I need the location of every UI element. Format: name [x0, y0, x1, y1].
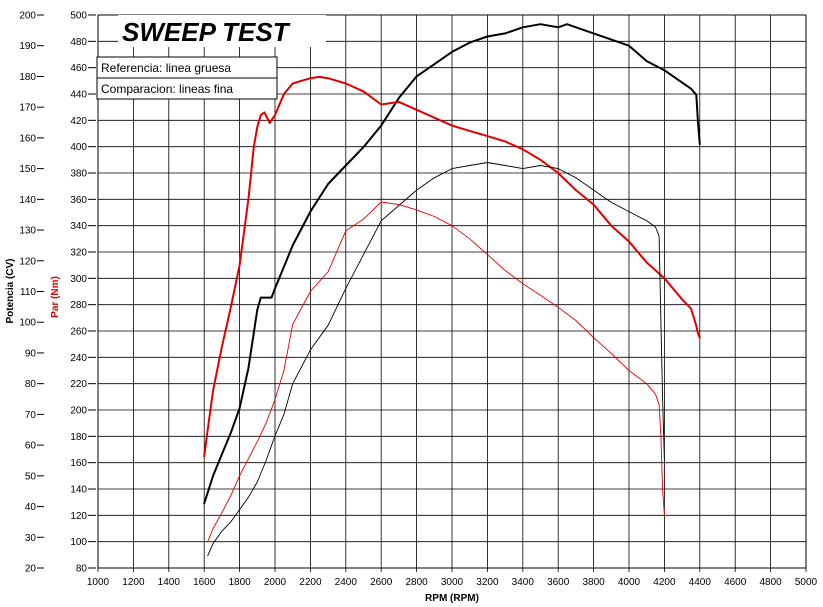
torque-tick-label: 480 [70, 37, 87, 48]
torque-tick-label: 400 [70, 142, 87, 153]
power-tick-label: 120 [19, 256, 36, 267]
torque-tick-label: 500 [70, 11, 87, 22]
torque-tick-label: 80 [76, 564, 88, 575]
power-tick-label: 90 [25, 348, 37, 359]
x-tick-label: 1400 [158, 577, 181, 588]
x-tick-label: 4200 [653, 577, 676, 588]
torque-tick-label: 460 [70, 63, 87, 74]
x-tick-label: 1000 [87, 577, 110, 588]
chart-title: SWEEP TEST [122, 17, 291, 47]
reference-torque-line [203, 75, 701, 458]
torque-tick-label: 180 [70, 432, 87, 443]
x-tick-label: 4400 [689, 577, 712, 588]
x-tick-label: 2000 [264, 577, 287, 588]
torque-tick-label: 420 [70, 116, 87, 127]
x-tick-label: 2600 [370, 577, 393, 588]
x-tick-label: 2200 [299, 577, 322, 588]
power-tick-label: 50 [25, 471, 37, 482]
power-tick-label: 180 [19, 72, 36, 83]
power-tick-label: 60 [25, 441, 37, 452]
power-tick-label: 110 [20, 287, 36, 298]
x-tick-label: 3200 [476, 577, 499, 588]
x-tick-label: 3000 [441, 577, 464, 588]
x-axis-ticks: 1000 1200 1400 1600 1800 2000 2200 2400 2600 2800… [87, 577, 818, 588]
x-tick-label: 2400 [335, 577, 358, 588]
comparison-power-line [207, 162, 665, 557]
torque-tick-label: 140 [70, 485, 87, 496]
legend-entry-reference: Referencia: linea gruesa [101, 61, 231, 75]
x-tick-label: 3800 [582, 577, 605, 588]
x-tick-label: 5000 [795, 577, 818, 588]
torque-tick-label: 340 [70, 221, 87, 232]
torque-tick-label: 240 [70, 353, 87, 364]
power-tick-label: 170 [19, 103, 36, 114]
power-tick-label: 160 [19, 133, 36, 144]
legend: Referencia: linea gruesa Comparacion: li… [96, 56, 278, 100]
power-tick-label: 30 [25, 533, 37, 544]
x-tick-label: 1800 [228, 577, 251, 588]
torque-axis-label: Par (Nm) [50, 276, 61, 318]
power-tick-label: 80 [25, 379, 37, 390]
power-tick-label: 140 [19, 195, 36, 206]
power-tick-label: 200 [19, 11, 36, 22]
power-axis-label: Potencia (CV) [5, 258, 16, 323]
x-tick-label: 3400 [512, 577, 535, 588]
torque-tick-label: 200 [70, 406, 87, 417]
torque-tick-label: 260 [70, 327, 87, 338]
power-tick-label: 130 [19, 226, 36, 237]
torque-tick-label: 220 [70, 379, 87, 390]
torque-tick-label: 360 [70, 195, 87, 206]
x-axis-label: RPM (RPM) [425, 593, 479, 604]
torque-tick-label: 100 [70, 537, 87, 548]
x-tick-label: 1600 [193, 577, 216, 588]
x-tick-label: 4000 [618, 577, 641, 588]
torque-axis-ticks: 500 480 460 440 420 400 380 360 340 320 300 280 260 2… [70, 11, 87, 575]
torque-tick-label: 300 [70, 274, 87, 285]
x-tick-label: 2800 [405, 577, 428, 588]
power-tick-label: 190 [19, 41, 36, 52]
torque-tick-label: 320 [70, 248, 87, 259]
x-tick-label: 4800 [759, 577, 782, 588]
x-tick-label: 3600 [547, 577, 570, 588]
power-tick-label: 20 [25, 564, 37, 575]
reference-power-line [203, 23, 701, 505]
comparison-torque-line [207, 201, 665, 543]
power-tick-label: 100 [19, 318, 36, 329]
power-axis-ticks: 200 190 180 170 160 150 140 130 120 110 100 90 80 70 6… [19, 11, 36, 575]
x-tick-label: 4600 [724, 577, 747, 588]
torque-tick-label: 160 [70, 458, 87, 469]
x-tick-label: 1200 [122, 577, 145, 588]
torque-tick-label: 440 [70, 90, 87, 101]
torque-tick-label: 280 [70, 300, 87, 311]
torque-tick-label: 120 [70, 511, 87, 522]
legend-entry-comparison: Comparacion: lineas fina [101, 82, 233, 96]
power-tick-label: 150 [19, 164, 36, 175]
torque-tick-label: 380 [70, 169, 87, 180]
power-tick-label: 40 [25, 502, 37, 513]
power-tick-label: 70 [25, 410, 37, 421]
title-background [118, 15, 326, 47]
data-series [203, 23, 701, 557]
